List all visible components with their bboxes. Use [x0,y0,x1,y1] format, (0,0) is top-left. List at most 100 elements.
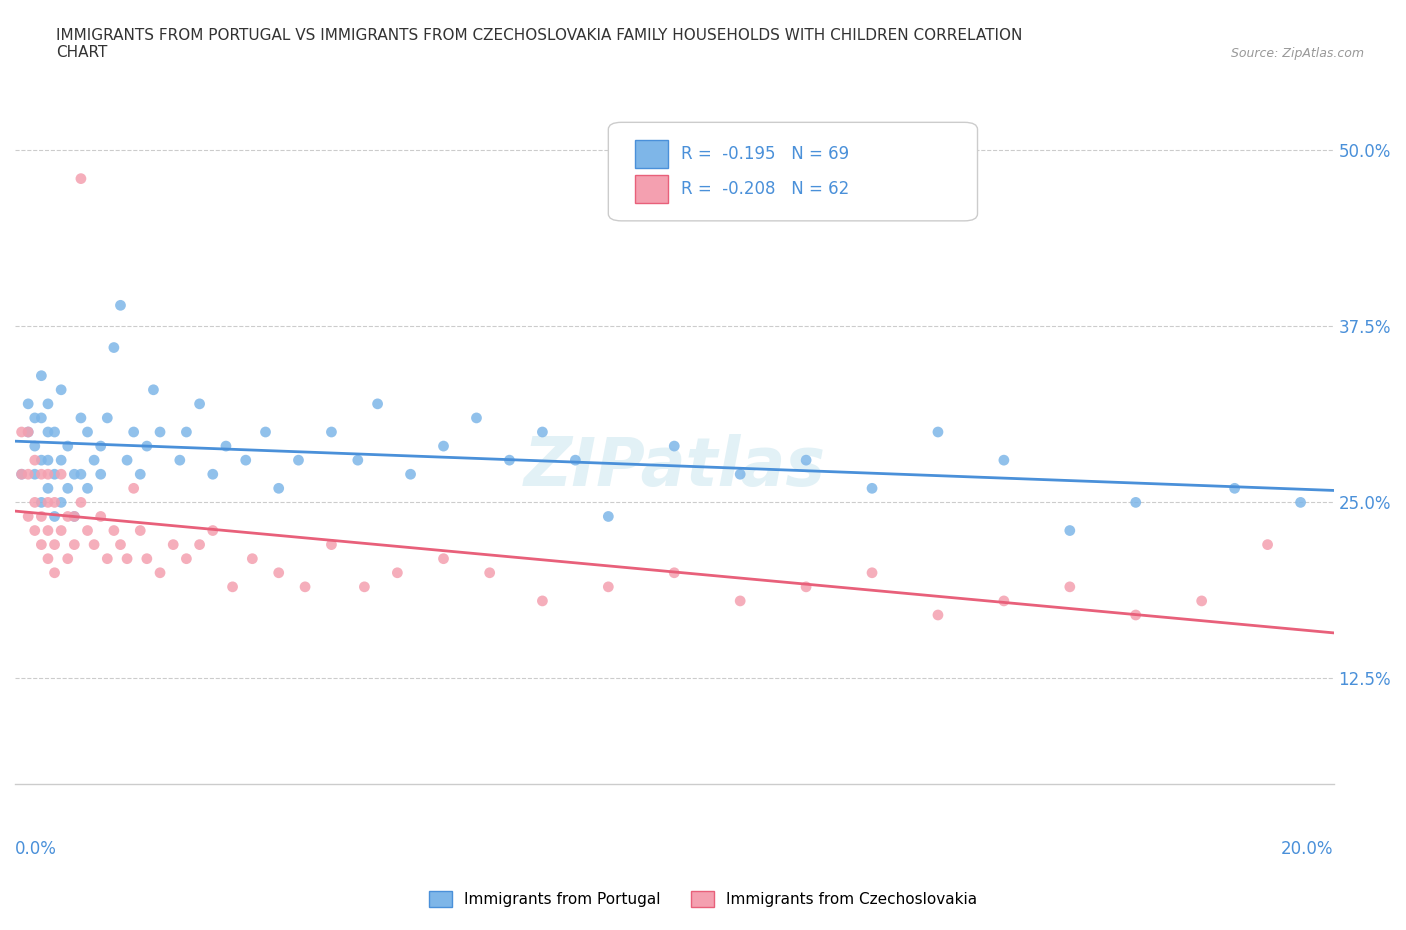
Point [76,523,98,538]
Point [115,551,138,566]
Point [30,495,52,510]
Point [90,439,112,454]
Point [353,579,375,594]
Point [142,382,165,397]
Point [63,509,86,524]
FancyBboxPatch shape [609,123,977,220]
Point [267,481,290,496]
Point [110,538,132,552]
Point [478,565,501,580]
Point [90,509,112,524]
Point [927,425,949,440]
Point [49,453,72,468]
Point [56,481,79,496]
Point [70,171,93,186]
Point [17,425,39,440]
Point [240,551,263,566]
Point [30,538,52,552]
Point [63,467,86,482]
Point [24,410,46,425]
Point [1125,607,1147,622]
Text: 0.0%: 0.0% [15,840,56,858]
Text: IMMIGRANTS FROM PORTUGAL VS IMMIGRANTS FROM CZECHOSLOVAKIA FAMILY HOUSEHOLDS WIT: IMMIGRANTS FROM PORTUGAL VS IMMIGRANTS F… [56,28,1022,60]
Point [70,467,93,482]
Text: ZIPatlas: ZIPatlas [523,434,825,500]
Legend: Immigrants from Portugal, Immigrants from Czechoslovakia: Immigrants from Portugal, Immigrants fro… [423,884,983,913]
Point [37,453,59,468]
Point [17,467,39,482]
Point [598,579,620,594]
Point [44,495,66,510]
Text: R =  -0.195   N = 69: R = -0.195 N = 69 [681,145,849,163]
Point [1059,523,1081,538]
Point [122,481,145,496]
Point [135,439,157,454]
Point [44,467,66,482]
Point [24,523,46,538]
Bar [634,175,668,204]
Point [10,425,32,440]
Point [70,495,93,510]
Point [531,593,554,608]
Point [201,467,224,482]
Point [794,453,817,468]
Point [56,509,79,524]
Point [44,565,66,580]
Point [44,425,66,440]
Point [49,382,72,397]
Point [387,565,409,580]
Point [44,509,66,524]
Point [56,439,79,454]
Point [103,523,125,538]
Point [162,538,184,552]
Text: R =  -0.208   N = 62: R = -0.208 N = 62 [681,180,849,198]
Point [176,425,198,440]
Point [76,481,98,496]
Point [728,593,751,608]
Point [24,439,46,454]
Point [37,523,59,538]
Point [432,439,454,454]
Point [221,579,243,594]
Point [37,467,59,482]
Point [110,298,132,312]
Point [30,509,52,524]
Point [1125,495,1147,510]
Point [188,538,211,552]
Point [564,453,586,468]
Point [63,509,86,524]
Point [76,425,98,440]
Point [860,481,883,496]
Point [30,467,52,482]
Point [993,593,1015,608]
Point [24,495,46,510]
Point [129,467,152,482]
Point [993,453,1015,468]
Point [1257,538,1279,552]
Point [149,425,172,440]
Point [24,467,46,482]
Point [321,425,343,440]
Text: 20.0%: 20.0% [1281,840,1333,858]
Point [17,425,39,440]
Point [235,453,257,468]
Point [399,467,422,482]
Point [287,453,309,468]
Point [44,538,66,552]
Point [149,565,172,580]
Point [188,396,211,411]
Point [1059,579,1081,594]
Point [531,425,554,440]
Point [215,439,238,454]
Point [169,453,191,468]
Point [598,509,620,524]
Point [176,551,198,566]
Text: Source: ZipAtlas.com: Source: ZipAtlas.com [1230,46,1364,60]
Point [135,551,157,566]
Point [927,607,949,622]
Point [1223,481,1246,496]
Point [37,551,59,566]
Point [367,396,389,411]
Point [465,410,488,425]
Point [83,538,105,552]
